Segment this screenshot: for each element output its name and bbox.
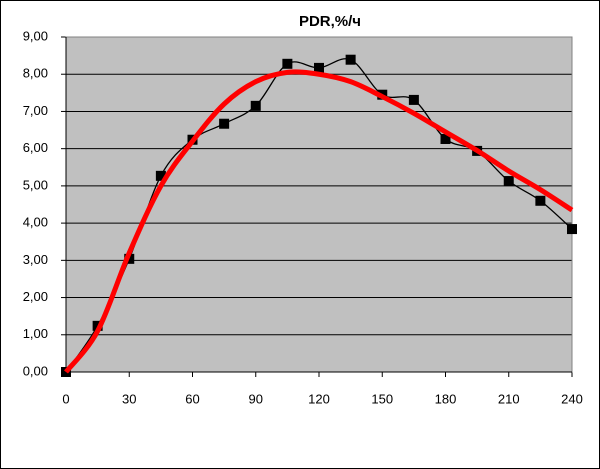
x-tick-label: 120 (308, 391, 330, 406)
marker (567, 224, 577, 235)
marker (535, 195, 546, 206)
x-tick-label: 180 (435, 391, 457, 406)
x-tick-label: 150 (371, 391, 393, 406)
y-tick-label: 2,00 (23, 289, 48, 304)
marker (503, 176, 514, 187)
chart-title: PDR,%/ч (299, 13, 361, 30)
marker (282, 58, 293, 69)
marker (155, 170, 166, 181)
x-tick-label: 240 (561, 391, 583, 406)
marker (345, 54, 356, 65)
y-tick-label: 1,00 (23, 326, 48, 341)
marker (219, 118, 230, 129)
x-tick-label: 90 (249, 391, 263, 406)
marker (440, 133, 451, 144)
y-tick-label: 8,00 (23, 66, 48, 81)
y-tick-label: 4,00 (23, 215, 48, 230)
marker (250, 100, 261, 111)
y-tick-label: 9,00 (23, 28, 48, 43)
x-tick-label: 60 (185, 391, 199, 406)
x-tick-label: 210 (498, 391, 520, 406)
y-tick-label: 6,00 (23, 140, 48, 155)
marker (314, 62, 324, 73)
plot-area (66, 37, 572, 372)
x-tick-label: 30 (122, 391, 136, 406)
y-tick-label: 7,00 (23, 103, 48, 118)
x-tick-label: 0 (62, 391, 69, 406)
series-line (64, 69, 574, 374)
y-tick-label: 0,00 (23, 363, 48, 378)
y-tick-label: 5,00 (23, 177, 48, 192)
y-tick-label: 3,00 (23, 252, 48, 267)
marker (408, 94, 419, 105)
